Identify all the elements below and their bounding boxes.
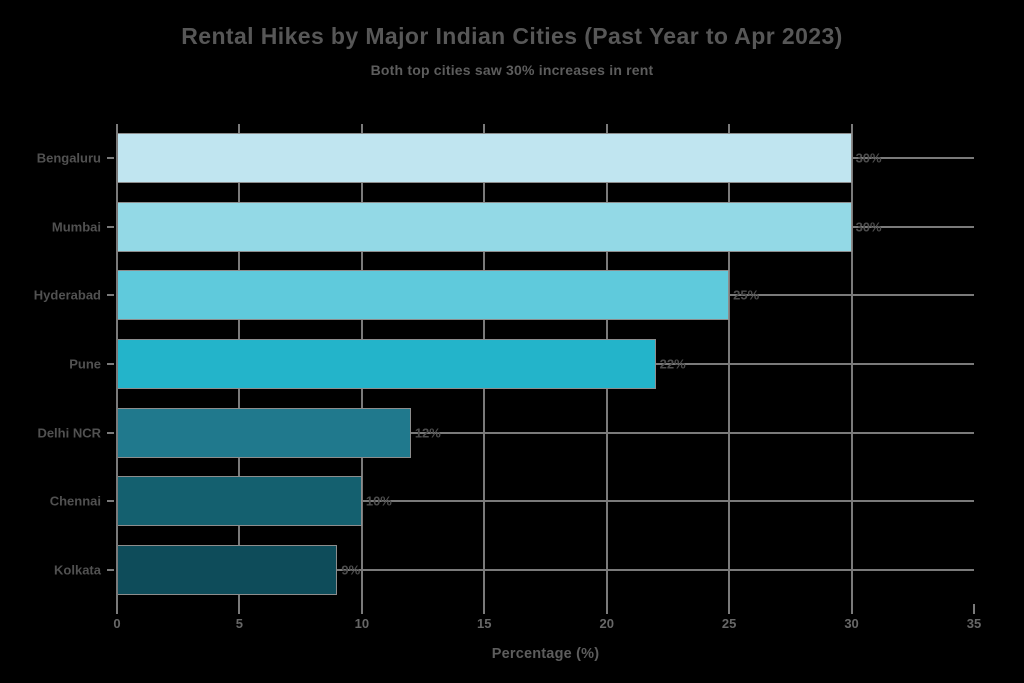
bar-value-label-bengaluru: 30% <box>855 150 882 166</box>
x-axis-tick-35 <box>973 604 975 614</box>
x-axis-tick-label-25: 25 <box>721 616 737 631</box>
y-axis-label-delhi-ncr: Delhi NCR <box>37 425 101 441</box>
y-axis-label-kolkata: Kolkata <box>54 562 101 578</box>
bar-value-label-chennai: 10% <box>365 493 392 509</box>
y-axis-label-hyderabad: Hyderabad <box>33 287 101 303</box>
x-axis-tick-15 <box>483 604 486 614</box>
bar-value-label-kolkata: 9% <box>341 562 361 578</box>
gridline-y-kolkata <box>117 568 974 571</box>
y-axis-tick-bengaluru <box>107 157 114 160</box>
x-axis-tick-label-35: 35 <box>966 616 982 631</box>
y-axis-label-pune: Pune <box>69 356 101 372</box>
bar-delhi-ncr <box>117 407 411 458</box>
bar-value-label-hyderabad: 25% <box>733 287 760 303</box>
x-axis-tick-label-5: 5 <box>235 616 244 631</box>
x-axis-tick-label-0: 0 <box>113 616 121 631</box>
y-axis-tick-pune <box>107 363 114 365</box>
bar-value-label-mumbai: 30% <box>855 219 882 235</box>
bar-bengaluru <box>117 133 852 184</box>
x-axis-tick-label-15: 15 <box>477 616 492 631</box>
x-axis-tick-10 <box>360 604 363 614</box>
x-axis-tick-label-10: 10 <box>354 616 370 631</box>
x-axis-title: Percentage (%) <box>491 646 600 662</box>
bar-value-label-delhi-ncr: 12% <box>414 425 441 441</box>
y-axis-label-bengaluru: Bengaluru <box>36 150 101 166</box>
gridline-y-delhi-ncr <box>117 431 974 434</box>
y-axis-tick-chennai <box>107 500 114 503</box>
y-axis-spine <box>116 124 118 614</box>
x-axis-tick-5 <box>238 604 241 614</box>
gridline-y-chennai <box>117 500 974 503</box>
y-axis-tick-delhi-ncr <box>107 431 114 434</box>
y-axis-tick-kolkata <box>107 568 114 571</box>
x-axis-tick-20 <box>605 604 608 614</box>
bar-hyderabad <box>117 270 730 321</box>
x-axis-tick-label-20: 20 <box>599 616 614 631</box>
bar-kolkata <box>117 544 338 595</box>
x-axis-tick-30 <box>850 604 853 614</box>
x-axis-tick-label-30: 30 <box>844 616 859 631</box>
x-axis-tick-25 <box>728 604 731 614</box>
bar-mumbai <box>117 201 852 252</box>
y-axis-label-chennai: Chennai <box>49 493 101 509</box>
chart-subtitle: Both top cities saw 30% increases in ren… <box>370 62 654 78</box>
bar-value-label-pune: 22% <box>659 356 686 372</box>
bar-pune <box>117 339 656 389</box>
x-axis-tick-0 <box>116 604 118 614</box>
y-axis-tick-mumbai <box>107 225 114 228</box>
y-axis-tick-hyderabad <box>107 294 114 297</box>
bar-chennai <box>117 476 362 527</box>
chart-title: Rental Hikes by Major Indian Cities (Pas… <box>181 23 843 49</box>
plot-area: 30% Bengaluru 30% Mumbai 25% Hyderabad 22% Pune… <box>34 124 981 631</box>
y-axis-label-mumbai: Mumbai <box>51 219 101 235</box>
